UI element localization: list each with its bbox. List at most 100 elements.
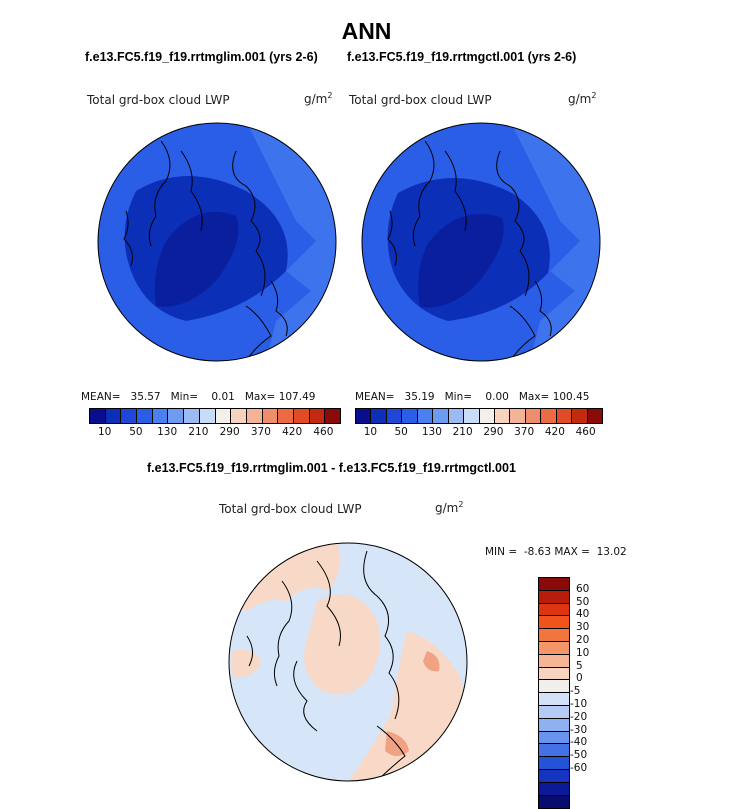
colorbar-tick-label: -10: [570, 698, 588, 710]
diff-case-title: f.e13.FC5.f19_f19.rrtmglim.001 - f.e13.F…: [147, 461, 516, 475]
colorbar-tick-label: 30: [576, 621, 590, 634]
colorbar-tick-label: 5: [576, 659, 583, 672]
colorbar-swatch: [572, 409, 588, 423]
colorbar-swatch: [510, 409, 526, 423]
colorbar-swatch: [587, 409, 602, 423]
colorbar-swatch: [278, 409, 294, 423]
colorbar-swatch: [386, 409, 403, 423]
colorbar-tick-label: -20: [570, 710, 588, 723]
colorbar-tick-label: 20: [576, 634, 590, 646]
colorbar-tick-label: 40: [576, 608, 590, 621]
colorbar-tick-label: -50: [570, 749, 588, 762]
colorbar-tick-label: 10: [97, 426, 112, 438]
colorbar-swatch: [293, 409, 310, 423]
colorbar-swatch: [539, 718, 569, 732]
panel1-stats: MEAN= 35.57 Min= 0.01 Max= 107.49: [81, 391, 316, 403]
diff-colorbar-ticks: 60 50 40 30 20 10 5 0 -5 -10 -20 -30 -40 -50 -60: [570, 577, 616, 781]
colorbar-tick-label: 460: [575, 426, 596, 438]
colorbar-swatch: [121, 409, 138, 423]
colorbar-swatch: [417, 409, 434, 423]
colorbar-tick-label: 420: [282, 426, 303, 438]
colorbar-tick-label: 50: [576, 595, 590, 608]
colorbar-tick-label: -30: [570, 723, 588, 736]
colorbar-swatch: [539, 578, 569, 591]
colorbar-swatch: [199, 409, 216, 423]
colorbar-tick-label: -5: [570, 685, 581, 698]
colorbar-swatch: [152, 409, 169, 423]
colorbar-swatch: [168, 409, 185, 423]
panel2-polar-map: [361, 122, 601, 362]
colorbar-swatch: [433, 409, 449, 423]
colorbar-swatch: [325, 409, 340, 423]
colorbar-swatch: [539, 667, 569, 681]
colorbar-swatch: [539, 603, 569, 617]
colorbar-swatch: [246, 409, 263, 423]
colorbar-swatch: [539, 641, 569, 655]
colorbar-swatch: [539, 782, 569, 796]
colorbar-tick-label: 0: [576, 672, 583, 685]
panel2-stats: MEAN= 35.19 Min= 0.00 Max= 100.45: [355, 391, 590, 403]
colorbar-tick-label: 10: [363, 426, 378, 438]
colorbar-swatch: [539, 693, 569, 706]
colorbar-swatch: [556, 409, 573, 423]
colorbar-tick-label: 460: [313, 426, 334, 438]
colorbar-swatch: [539, 795, 569, 809]
colorbar-tick-label: 370: [514, 426, 535, 438]
colorbar-tick-label: 50: [394, 426, 408, 438]
colorbar-swatch: [539, 616, 569, 630]
panel2-units: g/m2: [568, 91, 597, 106]
colorbar-tick-label: 60: [576, 582, 590, 595]
colorbar-swatch: [539, 731, 569, 745]
panel1-case-title: f.e13.FC5.f19_f19.rrtmglim.001 (yrs 2-6): [85, 50, 318, 64]
page-title: ANN: [341, 18, 392, 44]
diff-units: g/m2: [435, 500, 464, 515]
panel2-colorbar: [355, 408, 603, 424]
colorbar-tick-label: 10: [576, 646, 590, 659]
colorbar-tick-label: 130: [157, 426, 178, 438]
colorbar-swatch: [90, 409, 106, 423]
panel1-polar-map: [97, 122, 337, 362]
colorbar-tick-label: 290: [219, 426, 240, 438]
colorbar-swatch: [541, 409, 557, 423]
colorbar-swatch: [137, 409, 153, 423]
colorbar-swatch: [371, 409, 387, 423]
panel1-units: g/m2: [304, 91, 333, 106]
colorbar-swatch: [494, 409, 511, 423]
colorbar-swatch: [539, 680, 569, 694]
colorbar-swatch: [539, 769, 569, 783]
colorbar-swatch: [215, 409, 232, 423]
colorbar-tick-label: 210: [452, 426, 473, 438]
panel1-colorbar: [89, 408, 341, 424]
colorbar-swatch: [464, 409, 480, 423]
colorbar-tick-label: 370: [250, 426, 271, 438]
panel1-variable-label: Total grd-box cloud LWP: [87, 93, 230, 107]
colorbar-swatch: [539, 654, 569, 668]
colorbar-tick-label: 50: [129, 426, 143, 438]
colorbar-tick-label: 420: [544, 426, 565, 438]
panel2-case-title: f.e13.FC5.f19_f19.rrtmgctl.001 (yrs 2-6): [347, 50, 577, 64]
colorbar-swatch: [539, 705, 569, 719]
colorbar-swatch: [309, 409, 326, 423]
colorbar-swatch: [262, 409, 279, 423]
colorbar-swatch: [525, 409, 542, 423]
diff-polar-map: [228, 542, 468, 782]
colorbar-swatch: [539, 744, 569, 758]
colorbar-tick-label: 290: [483, 426, 504, 438]
colorbar-swatch: [539, 590, 569, 604]
colorbar-tick-label: 130: [421, 426, 442, 438]
colorbar-tick-label: -40: [570, 736, 588, 749]
colorbar-swatch: [105, 409, 122, 423]
diff-colorbar: [538, 577, 570, 809]
colorbar-swatch: [231, 409, 247, 423]
panel2-variable-label: Total grd-box cloud LWP: [349, 93, 492, 107]
colorbar-swatch: [356, 409, 372, 423]
colorbar-swatch: [184, 409, 200, 423]
colorbar-swatch: [539, 629, 569, 642]
colorbar-tick-label: -60: [570, 762, 588, 774]
colorbar-swatch: [448, 409, 465, 423]
colorbar-swatch: [479, 409, 495, 423]
diff-variable-label: Total grd-box cloud LWP: [219, 502, 362, 516]
colorbar-swatch: [539, 757, 569, 770]
diff-stats: MIN = -8.63 MAX = 13.02: [485, 546, 627, 558]
colorbar-tick-label: 210: [188, 426, 209, 438]
